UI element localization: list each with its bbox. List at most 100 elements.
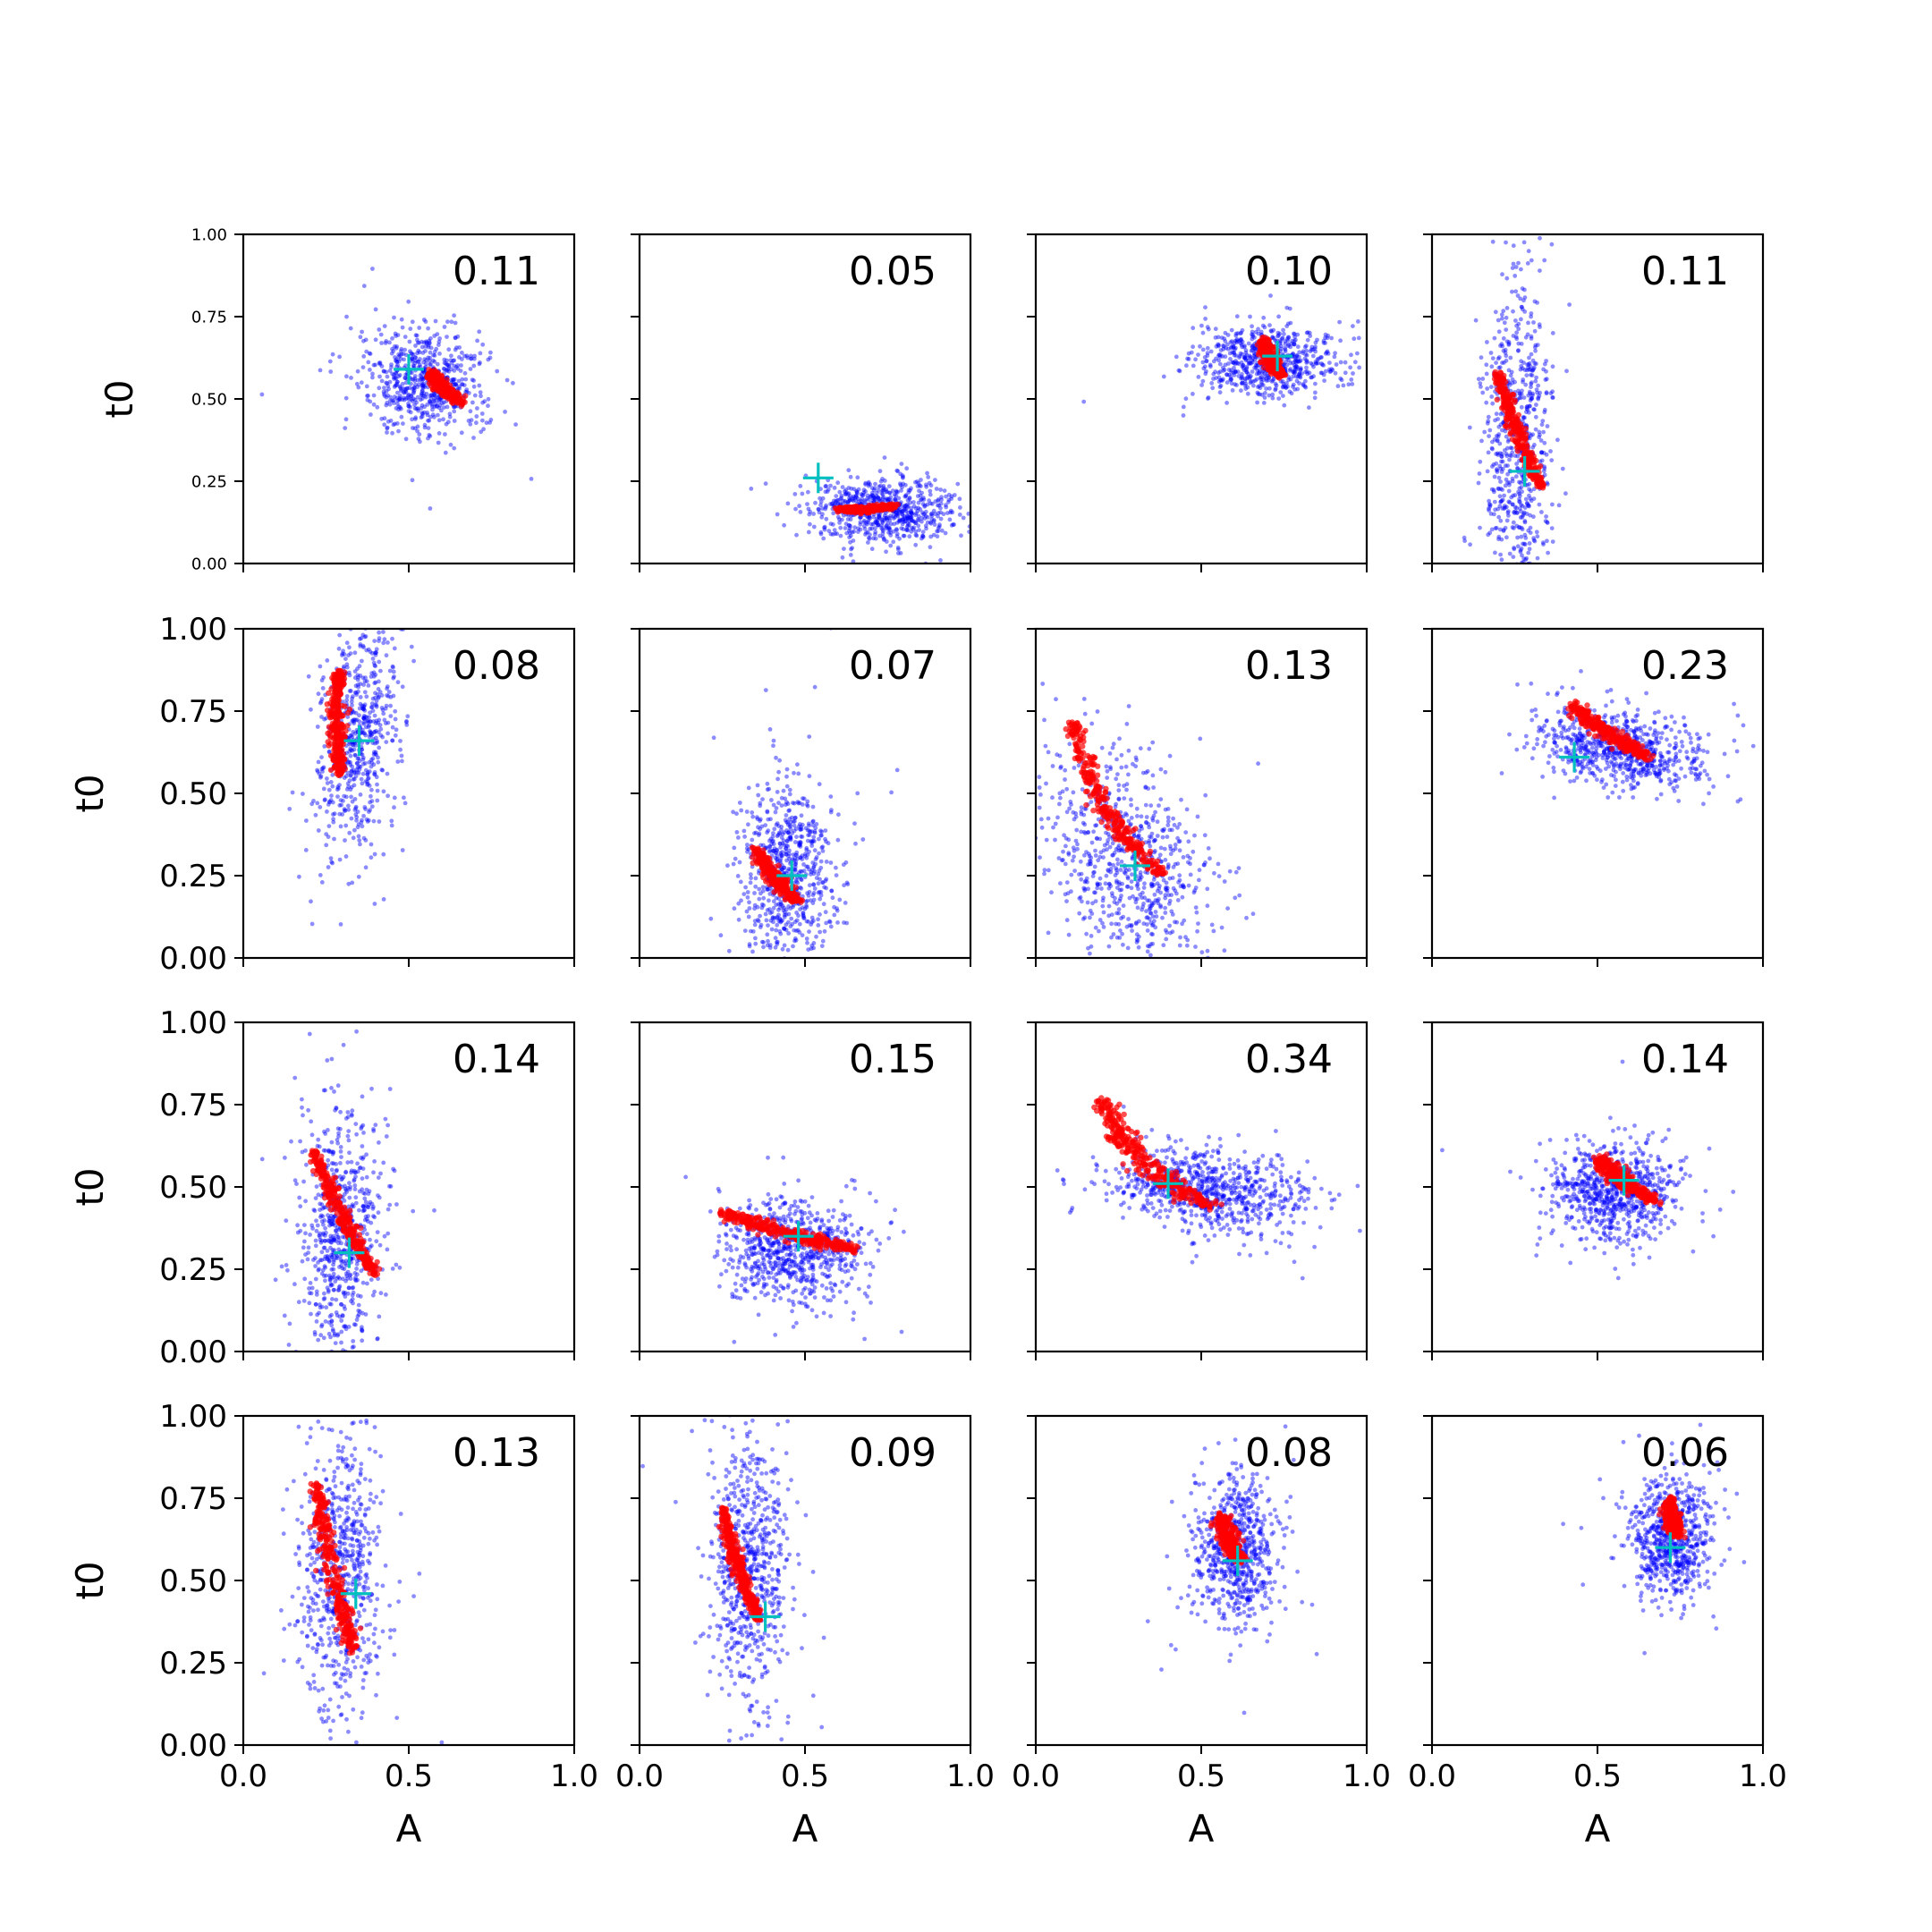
- sample-point: [381, 711, 386, 716]
- sample-point: [464, 387, 470, 392]
- sample-point: [1300, 371, 1304, 376]
- sample-point: [1239, 360, 1244, 365]
- sample-point: [353, 691, 359, 695]
- sample-point: [1499, 459, 1504, 464]
- sample-point: [318, 699, 324, 704]
- sample-point: [361, 645, 366, 650]
- y-tick-label: 0.75: [191, 308, 227, 326]
- sample-point: [1479, 355, 1484, 360]
- sample-point: [1248, 355, 1252, 360]
- sample-point: [1514, 511, 1520, 515]
- sample-point: [337, 857, 343, 862]
- sample-point: [866, 479, 871, 485]
- sample-point: [345, 770, 351, 775]
- sample-point: [1508, 630, 1513, 634]
- sample-point: [396, 428, 401, 434]
- sample-point: [349, 733, 354, 738]
- sample-point: [362, 731, 368, 736]
- sample-point: [394, 345, 399, 351]
- sample-point: [436, 412, 440, 418]
- sample-point: [1528, 513, 1533, 518]
- sample-point: [400, 325, 405, 330]
- sample-point: [342, 664, 346, 669]
- sample-point: [874, 520, 879, 525]
- sample-point: [1267, 323, 1272, 327]
- sample-point: [887, 518, 893, 523]
- sample-point: [364, 679, 369, 684]
- sample-point: [1513, 265, 1519, 269]
- sample-point: [377, 659, 382, 665]
- sample-point: [946, 497, 952, 503]
- sample-point: [445, 358, 449, 363]
- sample-point: [495, 369, 500, 374]
- sample-point: [365, 819, 370, 824]
- sample-point: [811, 512, 816, 516]
- sample-point: [1496, 365, 1502, 370]
- sample-point: [392, 674, 396, 679]
- sample-point: [352, 731, 358, 736]
- sample-point: [924, 526, 928, 531]
- sample-point: [902, 533, 907, 538]
- sample-point: [887, 490, 893, 496]
- sample-point: [1350, 382, 1355, 386]
- sample-point: [892, 492, 897, 497]
- sample-point: [1498, 487, 1504, 491]
- sample-point: [849, 547, 853, 552]
- sample-point: [904, 524, 910, 530]
- sample-point: [348, 787, 353, 792]
- sample-point: [1287, 306, 1292, 311]
- sample-point: [1305, 359, 1309, 364]
- sample-point: [1521, 415, 1526, 419]
- sample-point: [1289, 391, 1294, 396]
- sample-point: [1309, 375, 1314, 380]
- sample-point: [390, 398, 394, 403]
- sample-point: [373, 695, 377, 700]
- posterior-point: [1496, 380, 1504, 386]
- sample-point: [1369, 365, 1374, 369]
- sample-point: [361, 707, 366, 712]
- sample-point: [1535, 301, 1539, 305]
- sample-point: [862, 526, 868, 531]
- sample-point: [332, 836, 336, 842]
- posterior-point: [1257, 339, 1264, 346]
- sample-point: [934, 487, 939, 491]
- sample-point: [1491, 462, 1496, 467]
- sample-point: [363, 761, 368, 766]
- sample-point: [398, 388, 403, 394]
- sample-point: [419, 396, 425, 402]
- sample-point: [1509, 495, 1514, 500]
- sample-point: [411, 396, 416, 402]
- sample-point: [390, 738, 395, 743]
- sample-point: [911, 504, 917, 509]
- sample-point: [1545, 520, 1550, 525]
- sample-point: [1250, 329, 1255, 335]
- sample-point: [432, 349, 437, 354]
- sample-point: [432, 395, 436, 401]
- sample-point: [1292, 332, 1297, 336]
- sample-point: [471, 436, 476, 440]
- sample-point: [341, 799, 345, 803]
- sample-point: [897, 510, 902, 514]
- sample-point: [384, 389, 389, 394]
- sample-point: [896, 519, 902, 524]
- sample-point: [911, 519, 917, 524]
- sample-point: [418, 397, 423, 402]
- sample-point: [373, 581, 377, 586]
- sample-point: [1525, 407, 1530, 412]
- sample-point: [890, 488, 895, 494]
- sample-point: [1243, 358, 1249, 363]
- sample-point: [1528, 641, 1532, 646]
- sample-point: [1542, 440, 1547, 445]
- sample-point: [436, 431, 442, 436]
- sample-point: [446, 364, 452, 369]
- sample-point: [362, 716, 367, 722]
- sample-point: [1528, 398, 1533, 403]
- sample-point: [412, 385, 417, 390]
- sample-point: [1500, 272, 1504, 277]
- sample-point: [888, 495, 894, 500]
- sample-point: [369, 651, 375, 656]
- sample-point: [1523, 382, 1529, 387]
- sample-point: [1250, 348, 1255, 352]
- sample-point: [920, 535, 926, 539]
- sample-point: [928, 520, 933, 525]
